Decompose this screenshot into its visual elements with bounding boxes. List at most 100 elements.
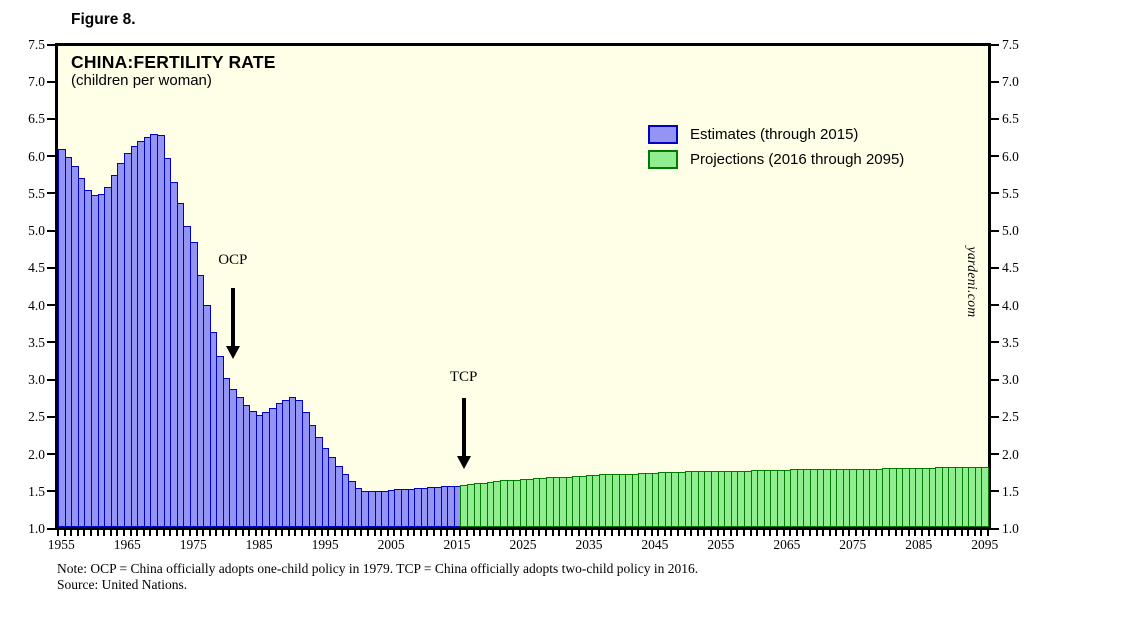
- x-axis-tick: [182, 530, 184, 536]
- x-axis-tick: [176, 530, 178, 536]
- x-axis-tick: [789, 530, 791, 536]
- x-axis-tick: [308, 530, 310, 536]
- x-axis-tick: [881, 530, 883, 536]
- y-axis-tick-right: [991, 229, 999, 232]
- y-axis-label-right: 3.0: [1002, 372, 1019, 388]
- x-axis-tick: [954, 530, 956, 536]
- x-axis-tick: [334, 530, 336, 536]
- y-axis-tick-left: [47, 378, 55, 381]
- x-axis-tick: [901, 530, 903, 536]
- x-axis-tick: [703, 530, 705, 536]
- x-axis-tick: [525, 530, 527, 536]
- x-axis-tick: [459, 530, 461, 536]
- x-axis-tick: [684, 530, 686, 536]
- y-axis-label-left: 5.0: [28, 223, 45, 239]
- x-axis-tick: [466, 530, 468, 536]
- y-axis-label-right: 7.5: [1002, 37, 1019, 52]
- x-axis-label: 2065: [773, 537, 801, 552]
- x-axis-tick: [123, 530, 125, 536]
- y-axis-tick-right: [991, 415, 999, 418]
- x-axis-tick: [261, 530, 263, 536]
- x-axis-tick: [934, 530, 936, 536]
- x-axis-tick: [446, 530, 448, 536]
- x-axis-tick: [895, 530, 897, 536]
- y-axis-tick-right: [991, 341, 999, 344]
- x-axis-label: 2045: [641, 537, 669, 552]
- y-axis-label-right: 4.0: [1002, 297, 1019, 313]
- x-axis-tick: [750, 530, 752, 536]
- y-axis-tick-left: [47, 304, 55, 307]
- x-axis-tick: [637, 530, 639, 536]
- x-axis-tick: [347, 530, 349, 536]
- y-axis-label-left: 6.5: [28, 111, 45, 127]
- x-axis-label: 2075: [839, 537, 867, 552]
- y-axis-label-left: 2.0: [28, 446, 45, 462]
- annotation-arrow-tcp: [461, 398, 466, 457]
- x-axis-tick: [281, 530, 283, 536]
- y-axis-tick-left: [47, 266, 55, 269]
- x-axis-tick: [802, 530, 804, 536]
- x-axis-tick: [90, 530, 92, 536]
- x-axis-tick: [156, 530, 158, 536]
- y-axis-label-right: 1.0: [1002, 521, 1019, 536]
- y-axis-tick-left: [47, 117, 55, 120]
- x-axis-tick: [987, 530, 989, 536]
- x-axis-tick: [433, 530, 435, 536]
- x-axis-tick: [57, 530, 59, 536]
- chart-subtitle: (children per woman): [71, 72, 212, 89]
- x-axis-tick: [928, 530, 930, 536]
- annotation-label-ocp: OCP: [218, 252, 248, 268]
- y-axis-tick-left: [47, 341, 55, 344]
- x-axis-tick: [532, 530, 534, 536]
- x-axis-tick: [868, 530, 870, 536]
- x-axis-tick: [64, 530, 66, 536]
- y-axis-tick-right: [991, 490, 999, 493]
- x-axis-tick: [888, 530, 890, 536]
- legend-item-projections: Projections (2016 through 2095): [648, 150, 904, 169]
- x-axis-tick: [914, 530, 916, 536]
- x-axis-tick: [829, 530, 831, 536]
- y-axis-tick-right: [991, 155, 999, 158]
- x-axis-tick: [189, 530, 191, 536]
- x-axis-tick: [255, 530, 257, 536]
- x-axis-tick: [618, 530, 620, 536]
- x-axis-tick: [967, 530, 969, 536]
- y-axis-label-left: 3.0: [28, 372, 45, 388]
- x-axis-tick: [380, 530, 382, 536]
- watermark-text: yardeni.com: [965, 246, 980, 318]
- x-axis-tick: [512, 530, 514, 536]
- y-axis-tick-right: [991, 378, 999, 381]
- x-axis-tick: [763, 530, 765, 536]
- y-axis-label-right: 5.0: [1002, 223, 1019, 239]
- x-axis-tick: [479, 530, 481, 536]
- x-axis-tick: [367, 530, 369, 536]
- annotation-arrow-ocp: [230, 288, 235, 347]
- y-axis-label-left: 6.0: [28, 148, 45, 164]
- x-axis-label: 1985: [245, 537, 273, 552]
- y-axis-tick-right: [991, 266, 999, 269]
- x-axis-tick: [743, 530, 745, 536]
- y-axis-label-left: 5.5: [28, 185, 45, 201]
- x-axis-tick: [149, 530, 151, 536]
- legend-item-estimates: Estimates (through 2015): [648, 125, 904, 144]
- y-axis-label-right: 2.0: [1002, 446, 1019, 462]
- x-axis-label: 2025: [509, 537, 537, 552]
- x-axis-tick: [215, 530, 217, 536]
- x-axis-tick: [169, 530, 171, 536]
- projections-swatch-icon: [648, 150, 678, 169]
- x-axis-tick: [341, 530, 343, 536]
- x-axis-tick: [228, 530, 230, 536]
- x-axis-tick: [327, 530, 329, 536]
- y-axis-label-left: 1.5: [28, 483, 45, 499]
- y-axis-label-right: 2.5: [1002, 409, 1019, 425]
- x-axis-tick: [809, 530, 811, 536]
- bar-projection: [981, 467, 989, 527]
- x-axis-tick: [657, 530, 659, 536]
- annotation-label-tcp: TCP: [449, 369, 478, 385]
- x-axis-tick: [294, 530, 296, 536]
- x-axis-tick: [717, 530, 719, 536]
- x-axis-tick: [769, 530, 771, 536]
- x-axis-tick: [374, 530, 376, 536]
- x-axis-tick: [499, 530, 501, 536]
- x-axis-tick: [816, 530, 818, 536]
